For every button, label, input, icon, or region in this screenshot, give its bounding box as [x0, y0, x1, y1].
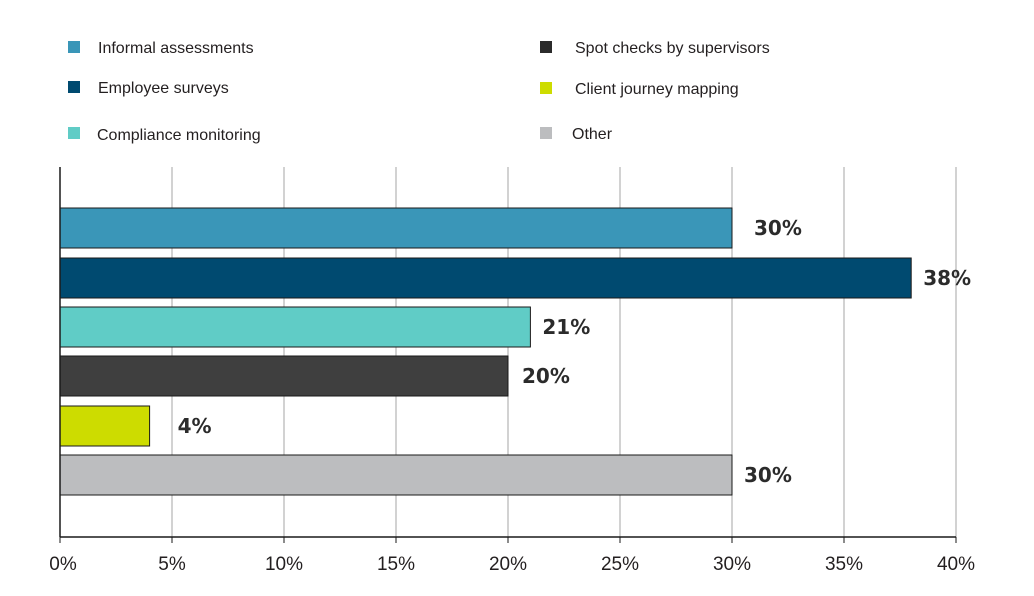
legend-label-employee-surveys: Employee surveys: [98, 80, 229, 97]
x-axis: 0% 5% 10% 15% 20% 25% 30% 35% 40%: [49, 167, 975, 575]
legend-label-other: Other: [572, 126, 613, 143]
x-tick-label-0: 0%: [49, 554, 77, 575]
x-tick-label-20: 20%: [489, 554, 527, 575]
data-label-employee-surveys: 38%: [923, 266, 971, 290]
data-label-client-journey-mapping: 4%: [178, 414, 212, 438]
bar-employee-surveys: [59, 257, 912, 299]
bars: [59, 207, 912, 496]
bar-compliance-monitoring: [59, 306, 531, 348]
legend-swatch-employee-surveys: [68, 81, 80, 93]
bar-other: [59, 454, 733, 496]
legend-swatch-other: [540, 127, 552, 139]
legend-swatch-informal-assessments: [68, 41, 80, 53]
legend-swatch-compliance-monitoring: [68, 127, 80, 139]
x-tick-label-30: 30%: [713, 554, 751, 575]
bar-client-journey-mapping: [59, 405, 151, 447]
data-label-compliance-monitoring: 21%: [542, 315, 590, 339]
legend-swatch-client-journey-mapping: [540, 82, 552, 94]
bar-spot-checks-by-supervisors: [59, 355, 509, 397]
data-label-other: 30%: [744, 463, 792, 487]
legend-label-informal-assessments: Informal assessments: [98, 40, 254, 57]
x-tick-label-25: 25%: [601, 554, 639, 575]
legend-swatch-spot-checks-by-supervisors: [540, 41, 552, 53]
x-tick-label-15: 15%: [377, 554, 415, 575]
data-label-spot-checks-by-supervisors: 20%: [522, 364, 570, 388]
x-tick-label-10: 10%: [265, 554, 303, 575]
data-label-informal-assessments: 30%: [754, 216, 802, 240]
x-tick-label-5: 5%: [158, 554, 186, 575]
legend-label-client-journey-mapping: Client journey mapping: [575, 81, 739, 98]
x-tick-label-40: 40%: [937, 554, 975, 575]
legend-label-compliance-monitoring: Compliance monitoring: [97, 127, 261, 144]
x-tick-label-35: 35%: [825, 554, 863, 575]
bar-informal-assessments: [59, 207, 733, 249]
legend-label-spot-checks-by-supervisors: Spot checks by supervisors: [575, 40, 770, 57]
data-labels: 30% 38% 21% 20% 4% 30%: [178, 216, 971, 487]
legend: Informal assessments Employee surveys Comp…: [68, 40, 770, 144]
